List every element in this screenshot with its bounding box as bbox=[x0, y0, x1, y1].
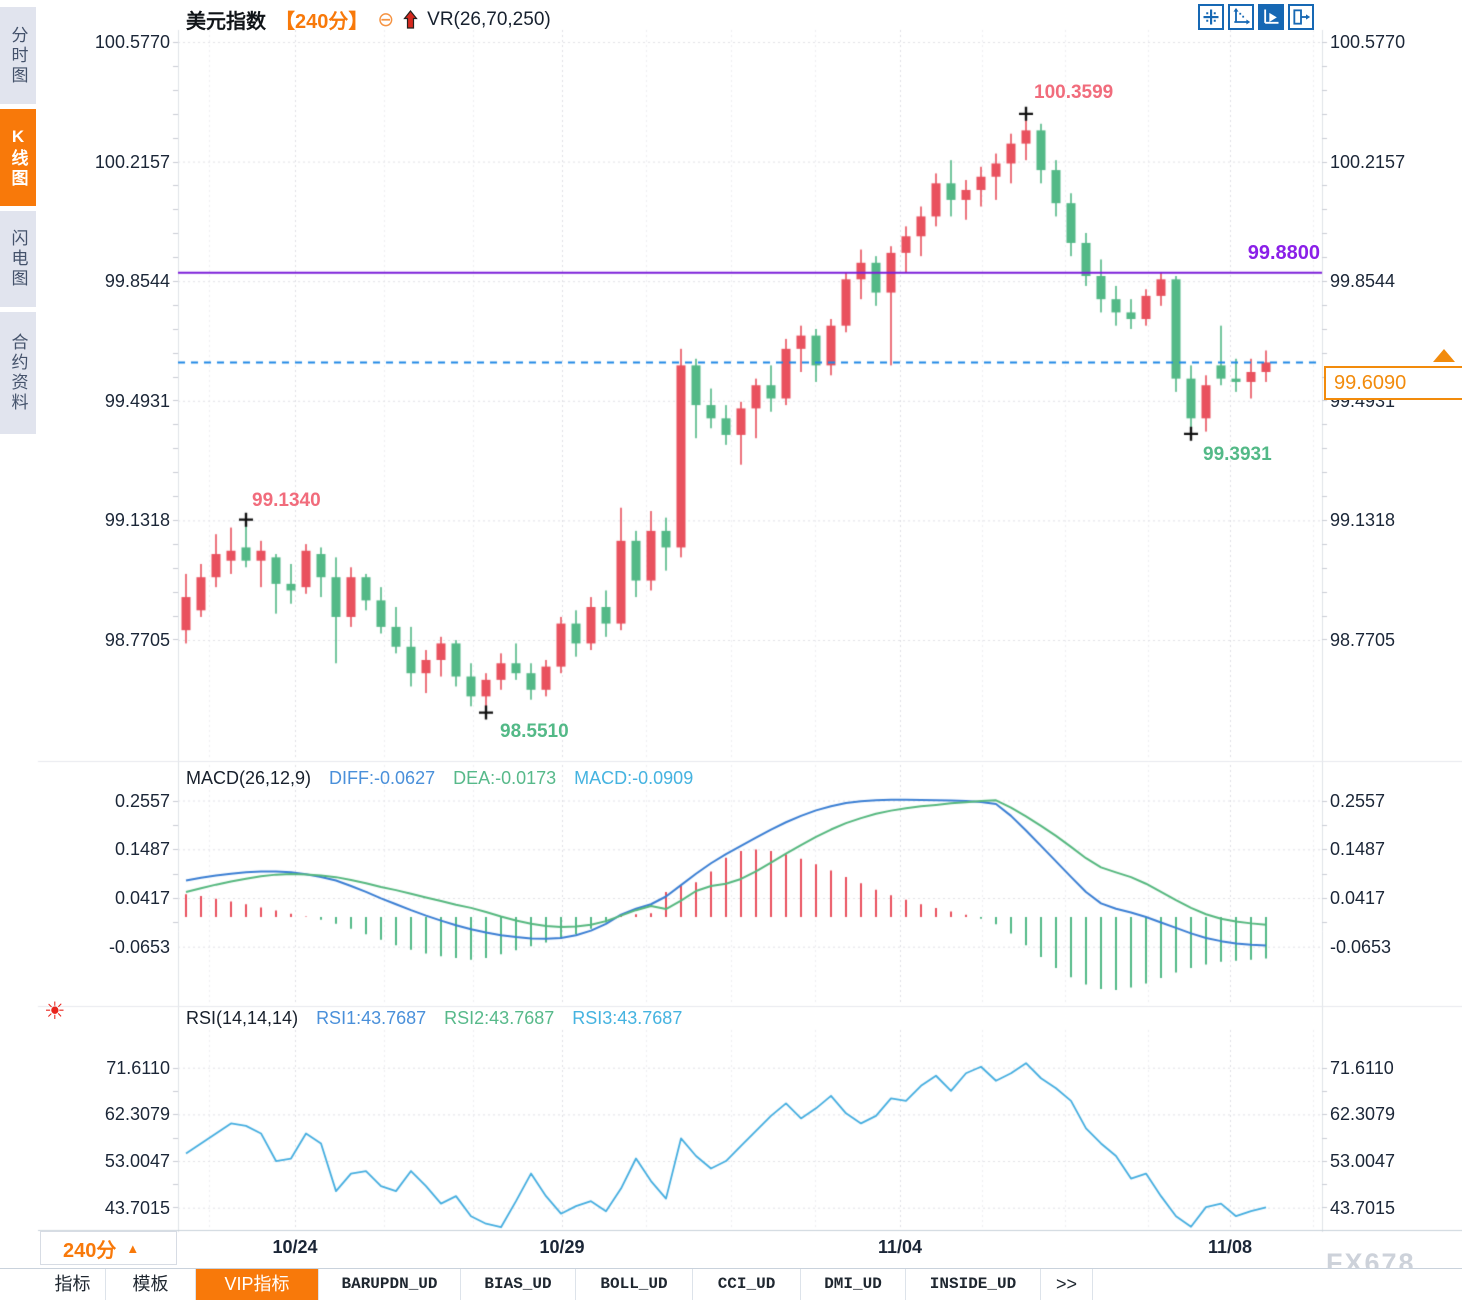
auto-scroll-icon[interactable] bbox=[1258, 4, 1284, 30]
rsi-y-label-left: 71.6110 bbox=[106, 1057, 170, 1078]
extreme-price-label: 100.3599 bbox=[1034, 81, 1114, 103]
rsi3-value: RSI3:43.7687 bbox=[572, 1008, 683, 1028]
tab-dmiud[interactable]: DMI_UD bbox=[801, 1269, 906, 1300]
x-axis-date-label: 11/04 bbox=[877, 1237, 923, 1257]
rsi-y-label-right: 53.0047 bbox=[1330, 1151, 1396, 1171]
tab-[interactable]: 指标 bbox=[40, 1269, 106, 1300]
main-y-label-right: 100.5770 bbox=[1330, 32, 1406, 52]
macd-y-label-right: 0.1487 bbox=[1330, 839, 1386, 860]
rsi-y-label-right: 62.3079 bbox=[1330, 1104, 1396, 1125]
macd-dea-value: DEA:-0.0173 bbox=[453, 768, 557, 788]
sidebar-item-kline-chart[interactable]: K线图 bbox=[0, 109, 36, 206]
rsi-y-label-left: 53.0047 bbox=[104, 1151, 170, 1171]
macd-y-label-right: 0.2557 bbox=[1330, 790, 1386, 811]
axis-range-icon[interactable] bbox=[1228, 4, 1254, 30]
price-up-triangle-icon bbox=[1433, 349, 1455, 362]
main-y-label-right: 99.1318 bbox=[1330, 510, 1396, 531]
rsi-header: RSI(14,14,14) RSI1:43.7687 RSI2:43.7687 … bbox=[186, 1008, 682, 1029]
tab-insideud[interactable]: INSIDE_UD bbox=[906, 1269, 1041, 1300]
rsi1-value: RSI1:43.7687 bbox=[316, 1008, 427, 1028]
timeframe-label: 240分 bbox=[63, 1239, 117, 1262]
tab-biasud[interactable]: BIAS_UD bbox=[461, 1269, 576, 1300]
macd-y-label-left: 0.1487 bbox=[114, 839, 170, 860]
sidebar-item-contract-info[interactable]: 合约资料 bbox=[0, 312, 36, 434]
main-y-label-right: 99.8544 bbox=[1330, 271, 1396, 292]
extreme-price-label: 99.1340 bbox=[252, 489, 321, 511]
timeframe-selector[interactable]: 240分 ▲ bbox=[40, 1231, 177, 1265]
tab-[interactable]: 模板 bbox=[106, 1269, 196, 1300]
overlay-indicator-label: VR(26,70,250) bbox=[427, 8, 551, 30]
alert-sun-icon[interactable]: ☀ bbox=[44, 998, 66, 1025]
macd-y-label-left: 0.2557 bbox=[114, 790, 170, 811]
main-y-label-left: 100.2157 bbox=[94, 151, 170, 172]
rsi-y-label-right: 71.6110 bbox=[1330, 1057, 1394, 1078]
macd-header: MACD(26,12,9) DIFF:-0.0627 DEA:-0.0173 M… bbox=[186, 768, 693, 789]
x-axis-date-label: 10/29 bbox=[539, 1237, 585, 1257]
main-y-label-left: 99.1318 bbox=[104, 510, 170, 531]
rsi2-value: RSI2:43.7687 bbox=[444, 1008, 555, 1028]
main-y-label-right: 100.2157 bbox=[1330, 151, 1406, 172]
current-price-badge: 99.6090 bbox=[1324, 366, 1462, 400]
main-y-label-right: 98.7705 bbox=[1330, 630, 1396, 650]
rsi-title: RSI(14,14,14) bbox=[186, 1008, 299, 1028]
macd-macd-value: MACD:-0.0909 bbox=[574, 768, 694, 788]
tab-[interactable]: >> bbox=[1041, 1269, 1093, 1300]
rsi-y-label-left: 43.7015 bbox=[104, 1197, 170, 1218]
symbol-title: 美元指数 bbox=[186, 11, 266, 33]
macd-diff-value: DIFF:-0.0627 bbox=[329, 768, 436, 788]
main-y-label-left: 98.7705 bbox=[104, 630, 170, 650]
tab-bollud[interactable]: BOLL_UD bbox=[576, 1269, 693, 1300]
indicator-tabbar: 指标 模板 VIP指标 BARUPDN_UD BIAS_UD BOLL_UD CCI_UD D… bbox=[0, 1268, 1462, 1301]
main-y-label-left: 99.4931 bbox=[104, 390, 170, 411]
collapse-circle-icon[interactable]: ⊖ bbox=[377, 8, 395, 31]
sidebar-item-flash-chart[interactable]: 闪电图 bbox=[0, 211, 36, 307]
extreme-price-label: 98.5510 bbox=[500, 720, 569, 742]
macd-y-label-right: 0.0417 bbox=[1330, 888, 1386, 908]
macd-title: MACD(26,12,9) bbox=[186, 768, 312, 788]
macd-y-label-right: -0.0653 bbox=[1330, 936, 1392, 957]
x-axis-date-label: 11/08 bbox=[1207, 1237, 1253, 1257]
main-y-label-left: 100.5770 bbox=[94, 32, 170, 52]
macd-y-label-left: -0.0653 bbox=[108, 936, 170, 957]
macd-y-label-left: 0.0417 bbox=[114, 888, 170, 908]
tab-vip[interactable]: VIP指标 bbox=[196, 1269, 319, 1300]
timeframe-arrow-icon: ▲ bbox=[126, 1240, 140, 1256]
arrow-up-icon bbox=[403, 9, 418, 30]
tab-cciud[interactable]: CCI_UD bbox=[693, 1269, 801, 1300]
extreme-price-label: 99.3931 bbox=[1203, 443, 1272, 465]
x-axis-date-label: 10/24 bbox=[272, 1237, 318, 1257]
rsi-y-label-left: 62.3079 bbox=[104, 1104, 170, 1125]
rsi-y-label-right: 43.7015 bbox=[1330, 1197, 1396, 1218]
sidebar-item-time-chart[interactable]: 分时图 bbox=[0, 7, 36, 104]
crosshair-move-icon[interactable] bbox=[1198, 4, 1224, 30]
main-y-label-left: 99.8544 bbox=[104, 271, 170, 292]
tab-barupdnud[interactable]: BARUPDN_UD bbox=[319, 1269, 461, 1300]
hline-price-label: 99.8800 bbox=[1247, 242, 1320, 264]
period-label[interactable]: 【240分】 bbox=[275, 11, 369, 33]
current-price-value: 99.6090 bbox=[1334, 372, 1407, 394]
pan-right-icon[interactable] bbox=[1288, 4, 1314, 30]
chart-title: 美元指数 【240分】 ⊖ VR(26,70,250) bbox=[186, 5, 551, 34]
